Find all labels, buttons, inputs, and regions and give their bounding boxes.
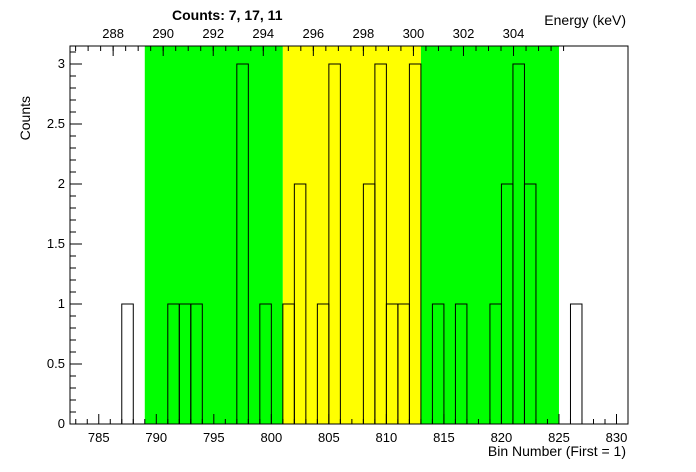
histogram-bin — [569, 303, 583, 425]
energy-tick-label: 292 — [202, 26, 224, 41]
axis-ticks — [70, 46, 617, 425]
x-tick-label: 795 — [203, 430, 225, 445]
tick-labels: 785 790 795 800 805 810 815 820 825 830 0 0.5 1 1.5 2 2… — [47, 26, 627, 445]
x-tick-label: 820 — [491, 430, 513, 445]
y-tick-label: 2.5 — [47, 116, 65, 131]
energy-tick-label: 300 — [403, 26, 425, 41]
x-tick-label: 825 — [548, 430, 570, 445]
x-tick-label: 785 — [88, 430, 110, 445]
y-tick-label: 1 — [58, 296, 65, 311]
chart-title: Counts: 7, 17, 11 — [172, 7, 283, 23]
region-left — [144, 46, 283, 424]
energy-tick-label: 294 — [252, 26, 274, 41]
x-axis-label: Bin Number (First = 1) — [488, 443, 626, 459]
region-center — [282, 46, 421, 424]
x-tick-label: 810 — [376, 430, 398, 445]
energy-tick-label: 304 — [503, 26, 525, 41]
x-tick-label: 830 — [606, 430, 628, 445]
x-tick-label: 800 — [260, 430, 282, 445]
energy-tick-label: 296 — [302, 26, 324, 41]
histogram-bin — [121, 303, 134, 425]
y-tick-label: 2 — [58, 176, 65, 191]
energy-tick-label: 290 — [152, 26, 174, 41]
energy-tick-label: 298 — [353, 26, 375, 41]
y-tick-label: 3 — [58, 56, 65, 71]
y-tick-label: 0.5 — [47, 356, 65, 371]
plot-frame — [69, 45, 629, 425]
energy-tick-label: 302 — [453, 26, 475, 41]
highlight-regions — [144, 46, 559, 424]
energy-axis-label: Energy (keV) — [544, 12, 626, 28]
energy-tick-label: 288 — [102, 26, 124, 41]
x-tick-label: 790 — [145, 430, 167, 445]
x-tick-label: 815 — [433, 430, 455, 445]
y-tick-label: 1.5 — [47, 236, 65, 251]
y-tick-label: 0 — [58, 416, 65, 431]
x-tick-label: 805 — [318, 430, 340, 445]
y-axis-label: Counts — [17, 96, 33, 140]
